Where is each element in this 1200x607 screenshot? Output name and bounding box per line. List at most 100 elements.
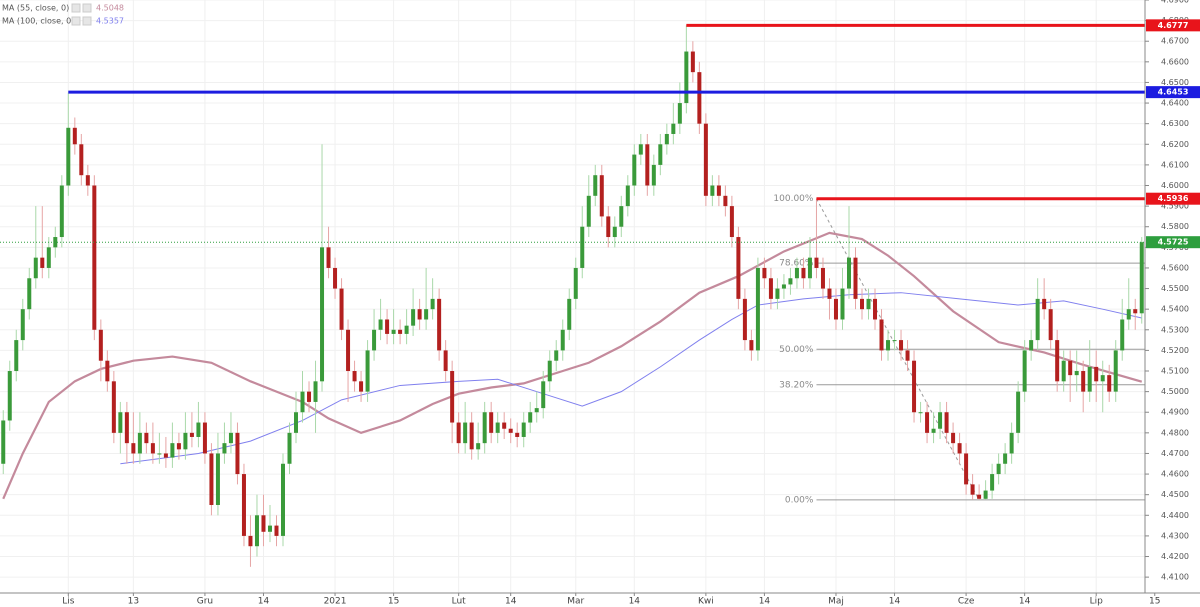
candle-body [801,267,806,279]
candle-body [404,325,409,334]
y-tick-label: 4.5100 [1161,367,1189,376]
y-tick-label: 4.6100 [1161,160,1189,169]
candle-body [892,340,897,342]
candle-body [79,144,84,176]
candle-body [860,298,865,310]
legend-value: 4.5048 [96,4,124,13]
level-label: 4.6777 [1158,21,1189,30]
candle-body [762,267,767,279]
y-tick-label: 4.6900 [1161,0,1189,5]
y-tick-label: 4.5400 [1161,305,1189,314]
y-tick-label: 4.6600 [1161,57,1189,66]
y-tick-label: 4.4100 [1161,573,1189,582]
fib-label: 0.00% [785,495,814,505]
y-tick-label: 4.4400 [1161,511,1189,520]
candle-body [274,525,279,536]
candle-body [40,257,45,268]
candle-body [118,412,123,433]
y-tick-label: 4.4600 [1161,470,1189,479]
candle-body [20,309,25,341]
candle-body [541,381,546,409]
y-tick-label: 4.4500 [1161,490,1189,499]
candle-body [534,408,539,413]
candle-body [1048,309,1053,341]
candle-body [977,494,982,499]
candle-body [27,278,32,310]
candle-body [254,515,259,547]
candle-body [768,278,773,299]
candle-body [170,443,175,458]
candle-body [749,340,754,351]
candle-body [1107,375,1112,392]
candle-body [573,267,578,299]
candle-body [632,154,637,186]
candle-body [742,298,747,341]
candle-body [944,412,949,433]
y-tick-label: 4.6300 [1161,119,1189,128]
candle-body [879,319,884,351]
y-tick-label: 4.5000 [1161,387,1189,396]
legend-name: MA (100, close, 0) [2,17,74,26]
x-tick-label: 14 [505,597,517,607]
y-tick-label: 4.4900 [1161,408,1189,417]
x-tick-label: 15 [1149,597,1160,607]
candle-body [729,206,734,238]
candle-body [612,226,617,238]
candle-body [651,164,656,186]
candle-body [827,288,832,299]
x-tick-label: 13 [128,597,139,607]
candle-body [235,432,240,475]
candle-body [144,432,149,444]
candle-body [280,463,285,536]
last-price-label: 4.5725 [1158,238,1189,247]
candle-body [450,371,455,423]
candle-body [14,340,19,372]
candle-body [209,453,214,505]
candle-body [820,267,825,289]
candle-body [1094,366,1099,382]
candle-body [606,216,611,238]
candle-body [755,267,760,351]
candle-body [840,288,845,320]
candle-body [430,298,435,310]
x-tick-label: 2021 [324,597,347,607]
candle-body [495,422,500,433]
candle-body [391,329,396,334]
candle-body [1068,360,1073,376]
candle-body [59,185,64,238]
candle-body [723,195,728,207]
candle-body [781,284,786,289]
x-tick-label: Lis [62,597,75,607]
legend-value: 4.5357 [96,17,124,26]
candle-body [671,123,676,134]
candle-body [267,525,272,532]
candle-body [918,412,923,414]
x-tick-label: 14 [629,597,641,607]
legend-name: MA (55, close, 0) [2,4,69,13]
x-tick-label: Lut [452,597,467,607]
x-tick-label: 14 [759,597,771,607]
candle-body [814,257,819,268]
x-tick-label: 15 [388,597,399,607]
candle-body [645,144,650,186]
y-tick-label: 4.5600 [1161,263,1189,272]
candle-body [456,422,461,444]
candle-body [320,247,325,382]
candle-body [1087,366,1092,392]
candle-body [398,329,403,334]
candle-body [489,412,494,433]
candle-body [385,319,390,334]
candle-body [1022,350,1027,392]
candle-body [105,360,110,382]
candle-body [1126,309,1131,320]
candle-body [1074,371,1079,376]
candle-body [313,381,318,402]
y-tick-label: 4.4300 [1161,531,1189,540]
candle-body [886,340,891,351]
candle-body [248,535,253,547]
candle-body [508,428,513,433]
moving-average-line [120,292,1142,465]
candle-body [970,484,975,495]
candle-body [716,185,721,196]
